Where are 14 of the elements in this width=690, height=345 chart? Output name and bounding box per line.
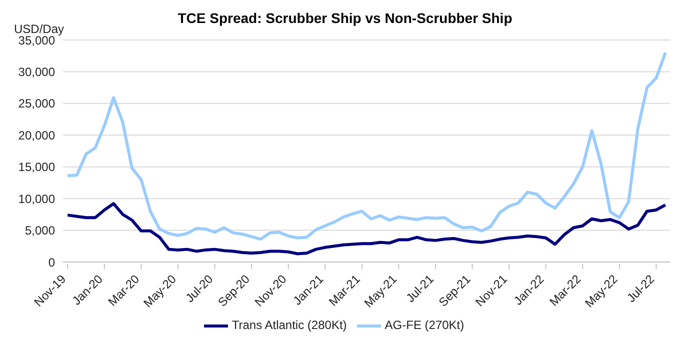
y-tick-label: 5,000 <box>24 224 56 238</box>
y-tick-label: 20,000 <box>18 128 56 142</box>
y-tick-label: 30,000 <box>18 64 56 79</box>
line-series <box>66 202 667 256</box>
legend-label: Trans Atlantic (280Kt) <box>232 318 347 332</box>
line-series <box>66 51 667 241</box>
legend-label: AG-FE (270Kt) <box>384 318 464 332</box>
y-tick-label: 10,000 <box>18 192 56 206</box>
y-tick-label: 0 <box>48 255 56 270</box>
y-tick-label: 25,000 <box>18 96 56 111</box>
chart-title: TCE Spread: Scrubber Ship vs Non-Scrubber Ship <box>178 10 512 26</box>
y-tick-label: 35,000 <box>18 33 56 48</box>
y-axis-title: USD/Day <box>14 22 64 36</box>
y-tick-label: 15,000 <box>18 160 56 174</box>
